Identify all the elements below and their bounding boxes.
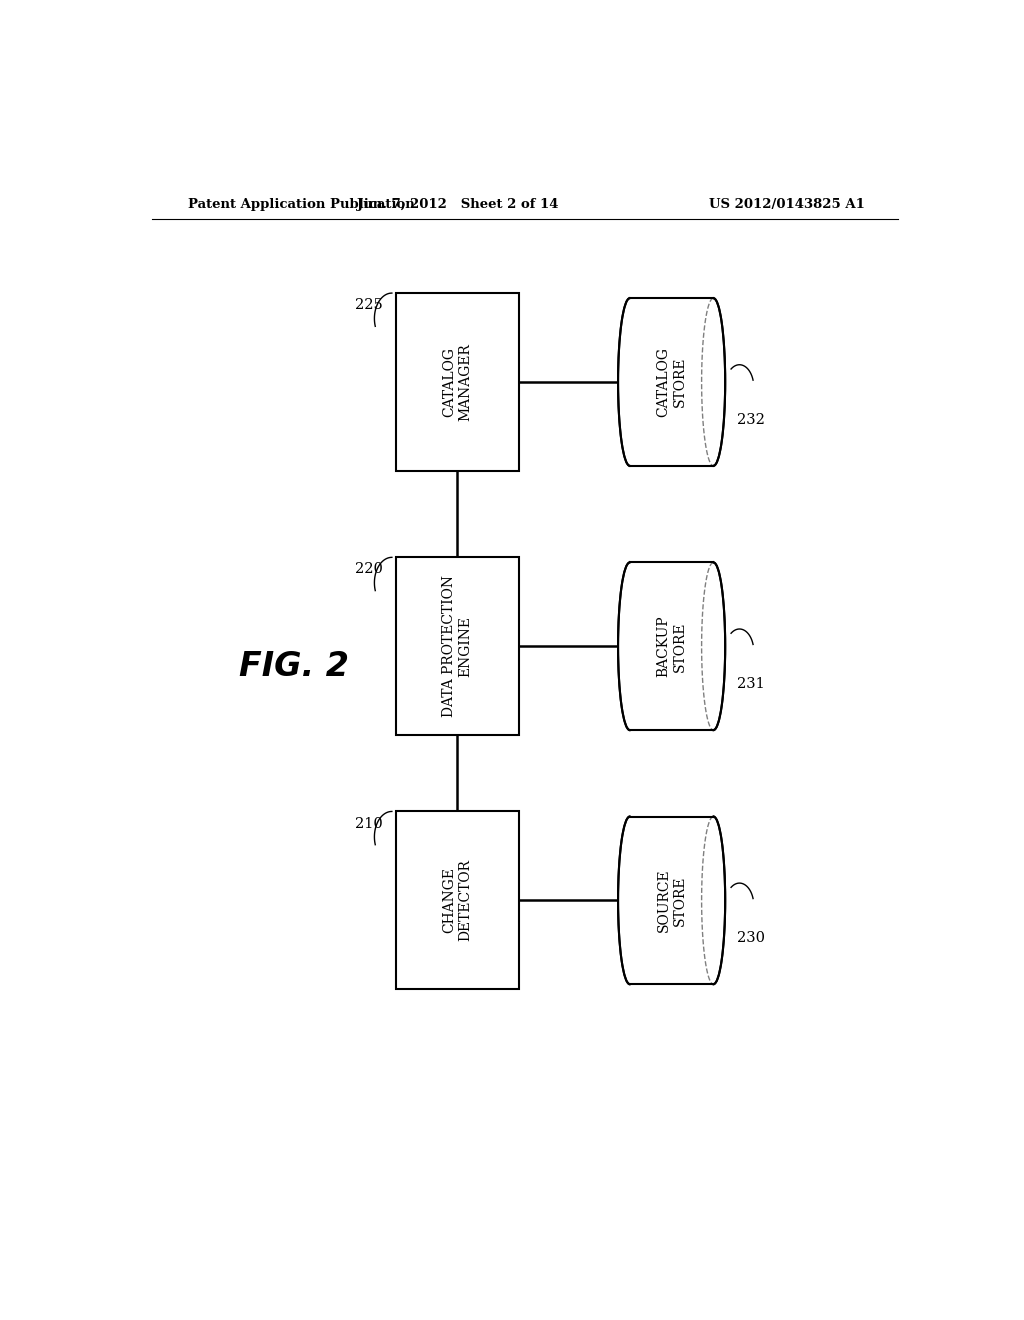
Text: 225: 225 [354,298,382,312]
Text: 220: 220 [354,562,382,577]
Bar [630,562,714,730]
Bar [630,817,714,985]
Text: 230: 230 [737,931,765,945]
Bar [630,561,714,733]
Ellipse shape [701,298,725,466]
Text: 232: 232 [737,412,765,426]
Bar [396,812,519,989]
Text: 231: 231 [737,677,765,690]
Text: DATA PROTECTION
ENGINE: DATA PROTECTION ENGINE [442,576,472,717]
Ellipse shape [618,562,642,730]
Text: Patent Application Publication: Patent Application Publication [187,198,415,211]
Ellipse shape [701,817,725,985]
Bar [630,298,714,466]
Ellipse shape [618,298,642,466]
Text: FIG. 2: FIG. 2 [240,651,349,684]
Bar [396,293,519,471]
Text: CATALOG
MANAGER: CATALOG MANAGER [442,343,472,421]
Text: BACKUP
STORE: BACKUP STORE [656,615,687,677]
Text: SOURCE
STORE: SOURCE STORE [656,869,687,932]
Text: 210: 210 [354,817,382,830]
Text: CHANGE
DETECTOR: CHANGE DETECTOR [442,859,472,941]
Bar [630,296,714,467]
Bar [630,814,714,986]
Ellipse shape [701,562,725,730]
Text: CATALOG
STORE: CATALOG STORE [656,347,687,417]
Text: US 2012/0143825 A1: US 2012/0143825 A1 [709,198,864,211]
Ellipse shape [618,817,642,985]
Bar [396,557,519,735]
Text: Jun. 7, 2012   Sheet 2 of 14: Jun. 7, 2012 Sheet 2 of 14 [356,198,558,211]
